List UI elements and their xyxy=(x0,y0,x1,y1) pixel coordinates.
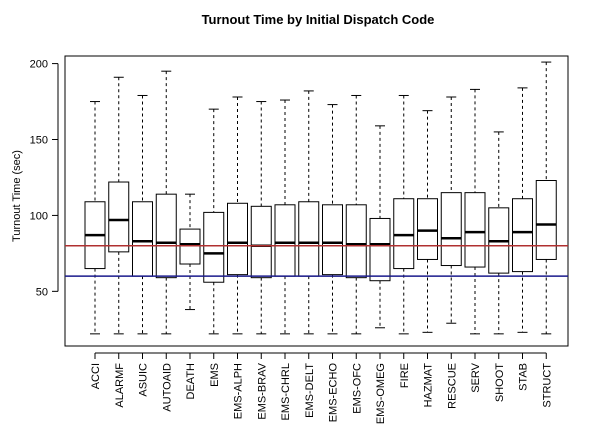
x-tick-label-alarmf: ALARMF xyxy=(114,363,126,408)
x-tick-label-ems-chrl: EMS-CHRL xyxy=(280,363,292,420)
box-asuic xyxy=(132,94,153,335)
x-tick-label-death: DEATH xyxy=(185,363,197,400)
box-ems-chrl xyxy=(274,99,296,335)
x-tick-label-ems-omeg: EMS-OMEG xyxy=(375,363,387,424)
boxes-group xyxy=(84,61,557,335)
x-tick-label-ems-delt: EMS-DELT xyxy=(304,363,316,418)
box-ems-echo xyxy=(322,104,343,335)
box-autoaid xyxy=(155,70,177,335)
iqr-box xyxy=(393,198,415,270)
iqr-box xyxy=(322,204,343,276)
box-stab xyxy=(512,87,533,333)
iqr-box xyxy=(369,217,391,282)
y-tick-label-150: 150 xyxy=(30,135,48,147)
x-tick-label-struct: STRUCT xyxy=(541,363,553,408)
iqr-box xyxy=(203,211,225,283)
box-ems xyxy=(203,108,225,335)
box-serv xyxy=(464,88,486,335)
y-tick-label-50: 50 xyxy=(36,286,48,298)
iqr-box xyxy=(440,192,462,267)
y-tick-label-100: 100 xyxy=(30,210,48,222)
iqr-box xyxy=(132,201,153,277)
y-axis-label: Turnout Time (sec) xyxy=(11,150,23,242)
x-axis: ACCI ALARMF ASUIC AUTOAID DEATH EMS EMS-ALPH EM… xyxy=(90,352,553,424)
iqr-box xyxy=(535,180,557,260)
box-alarmf xyxy=(108,76,130,335)
box-death xyxy=(179,193,201,311)
x-tick-label-shoot: SHOOT xyxy=(494,363,506,402)
box-shoot xyxy=(488,131,510,335)
iqr-box xyxy=(179,228,201,265)
x-tick-label-ems-alph: EMS-ALPH xyxy=(233,363,245,419)
y-tick-label-200: 200 xyxy=(30,59,48,71)
x-tick-label-asuic: ASUIC xyxy=(138,363,150,397)
x-tick-label-ems: EMS xyxy=(209,363,221,387)
box-fire xyxy=(393,94,415,335)
box-struct xyxy=(535,61,557,335)
x-tick-label-autoaid: AUTOAID xyxy=(161,363,173,412)
box-ems-brav xyxy=(250,101,272,335)
iqr-box xyxy=(512,198,533,273)
chart-title: Turnout Time by Initial Dispatch Code xyxy=(202,12,435,27)
box-acci xyxy=(84,101,106,335)
x-tick-label-ems-echo: EMS-ECHO xyxy=(328,363,340,423)
iqr-box xyxy=(345,204,367,279)
x-tick-label-ems-ofc: EMS-OFC xyxy=(351,363,363,414)
box-ems-delt xyxy=(298,90,320,335)
x-tick-label-stab: STAB xyxy=(518,363,530,391)
box-rescue xyxy=(440,96,462,324)
x-tick-label-hazmat: HAZMAT xyxy=(423,363,435,408)
iqr-box xyxy=(108,181,130,253)
plot-frame xyxy=(64,55,569,347)
iqr-box xyxy=(464,192,486,268)
iqr-box xyxy=(227,202,248,276)
iqr-box xyxy=(155,193,177,279)
box-ems-omeg xyxy=(369,125,391,329)
x-tick-label-acci: ACCI xyxy=(90,363,102,389)
x-tick-label-serv: SERV xyxy=(470,362,482,392)
box-ems-alph xyxy=(227,96,248,335)
y-axis: 50 100 150 200 xyxy=(30,59,59,298)
box-ems-ofc xyxy=(345,94,367,335)
iqr-box xyxy=(274,204,296,277)
x-tick-label-fire: FIRE xyxy=(399,363,411,388)
box-hazmat xyxy=(417,110,438,333)
reference-lines xyxy=(65,245,568,277)
x-tick-label-rescue: RESCUE xyxy=(446,363,458,409)
x-tick-label-ems-brav: EMS-BRAV xyxy=(256,362,268,419)
iqr-box xyxy=(298,201,320,277)
iqr-box xyxy=(417,198,438,260)
iqr-box xyxy=(250,205,272,279)
